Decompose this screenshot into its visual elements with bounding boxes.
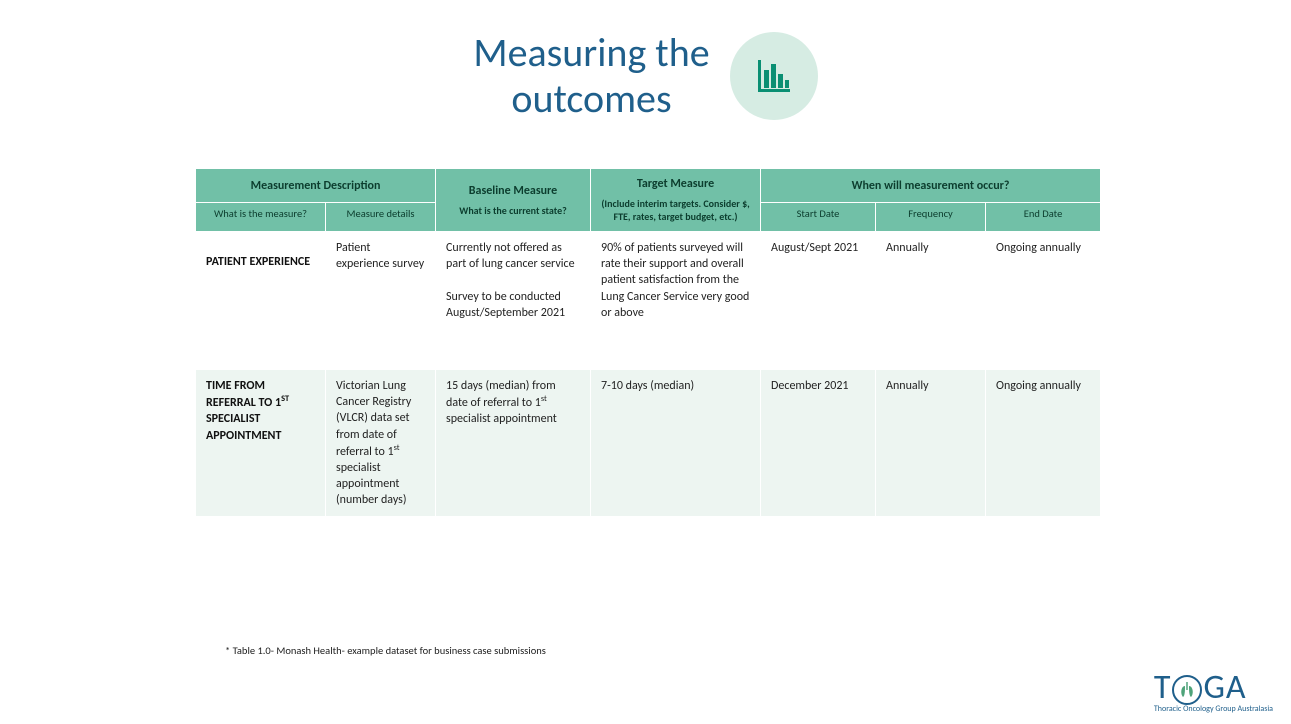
lung-icon xyxy=(1172,675,1202,705)
freq-cell: Annually xyxy=(876,232,986,330)
start-cell: August/Sept 2021 xyxy=(761,232,876,330)
col-baseline-title: Baseline Measure xyxy=(469,184,557,198)
table-row: PATIENT EXPERIENCE Patient experience su… xyxy=(196,232,1101,330)
col-end-date: End Date xyxy=(986,203,1101,232)
col-measure-details: Measure details xyxy=(326,203,436,232)
col-target: Target Measure (Include interim targets.… xyxy=(591,169,761,232)
baseline-p2: Survey to be conducted August/September … xyxy=(446,290,565,320)
target-cell: 90% of patients surveyed will rate their… xyxy=(591,232,761,330)
outcomes-table-wrap: Measurement Description Baseline Measure… xyxy=(195,168,1100,517)
freq-cell: Annually xyxy=(876,369,986,517)
baseline-cell: Currently not offered as part of lung ca… xyxy=(436,232,591,330)
col-target-sub: (Include interim targets. Consider $, FT… xyxy=(601,197,750,223)
table-spacer-row xyxy=(196,329,1101,369)
col-when: When will measurement occur? xyxy=(761,169,1101,203)
logo-text: T GA xyxy=(1154,667,1273,708)
baseline-p1: Currently not offered as part of lung ca… xyxy=(446,241,575,271)
outcomes-table: Measurement Description Baseline Measure… xyxy=(195,168,1101,517)
measure-name: TIME FROM REFERRAL TO 1ST SPECIALIST APP… xyxy=(196,369,326,517)
start-cell: December 2021 xyxy=(761,369,876,517)
table-row: TIME FROM REFERRAL TO 1ST SPECIALIST APP… xyxy=(196,369,1101,517)
col-target-title: Target Measure xyxy=(637,177,714,191)
col-frequency: Frequency xyxy=(876,203,986,232)
col-what-is-measure: What is the measure? xyxy=(196,203,326,232)
measure-details: Patient experience survey xyxy=(326,232,436,330)
title-section: Measuring the outcomes xyxy=(0,30,1291,122)
col-baseline: Baseline Measure What is the current sta… xyxy=(436,169,591,232)
logo-subtitle: Thoracic Oncology Group Australasia xyxy=(1154,704,1273,714)
measure-details: Victorian Lung Cancer Registry (VLCR) da… xyxy=(326,369,436,517)
end-cell: Ongoing annually xyxy=(986,232,1101,330)
footnote: * Table 1.0- Monash Health- example data… xyxy=(225,644,546,657)
title-line-2: outcomes xyxy=(511,74,671,123)
end-cell: Ongoing annually xyxy=(986,369,1101,517)
bar-chart-icon xyxy=(730,32,818,120)
measure-name: PATIENT EXPERIENCE xyxy=(196,232,326,330)
title-line-1: Measuring the xyxy=(473,28,709,77)
target-cell: 7-10 days (median) xyxy=(591,369,761,517)
page-title: Measuring the outcomes xyxy=(473,30,709,122)
col-start-date: Start Date xyxy=(761,203,876,232)
toga-logo: T GA Thoracic Oncology Group Australasia xyxy=(1154,667,1273,714)
baseline-cell: 15 days (median) from date of referral t… xyxy=(436,369,591,517)
col-baseline-sub: What is the current state? xyxy=(446,204,580,217)
col-measurement-description: Measurement Description xyxy=(196,169,436,203)
